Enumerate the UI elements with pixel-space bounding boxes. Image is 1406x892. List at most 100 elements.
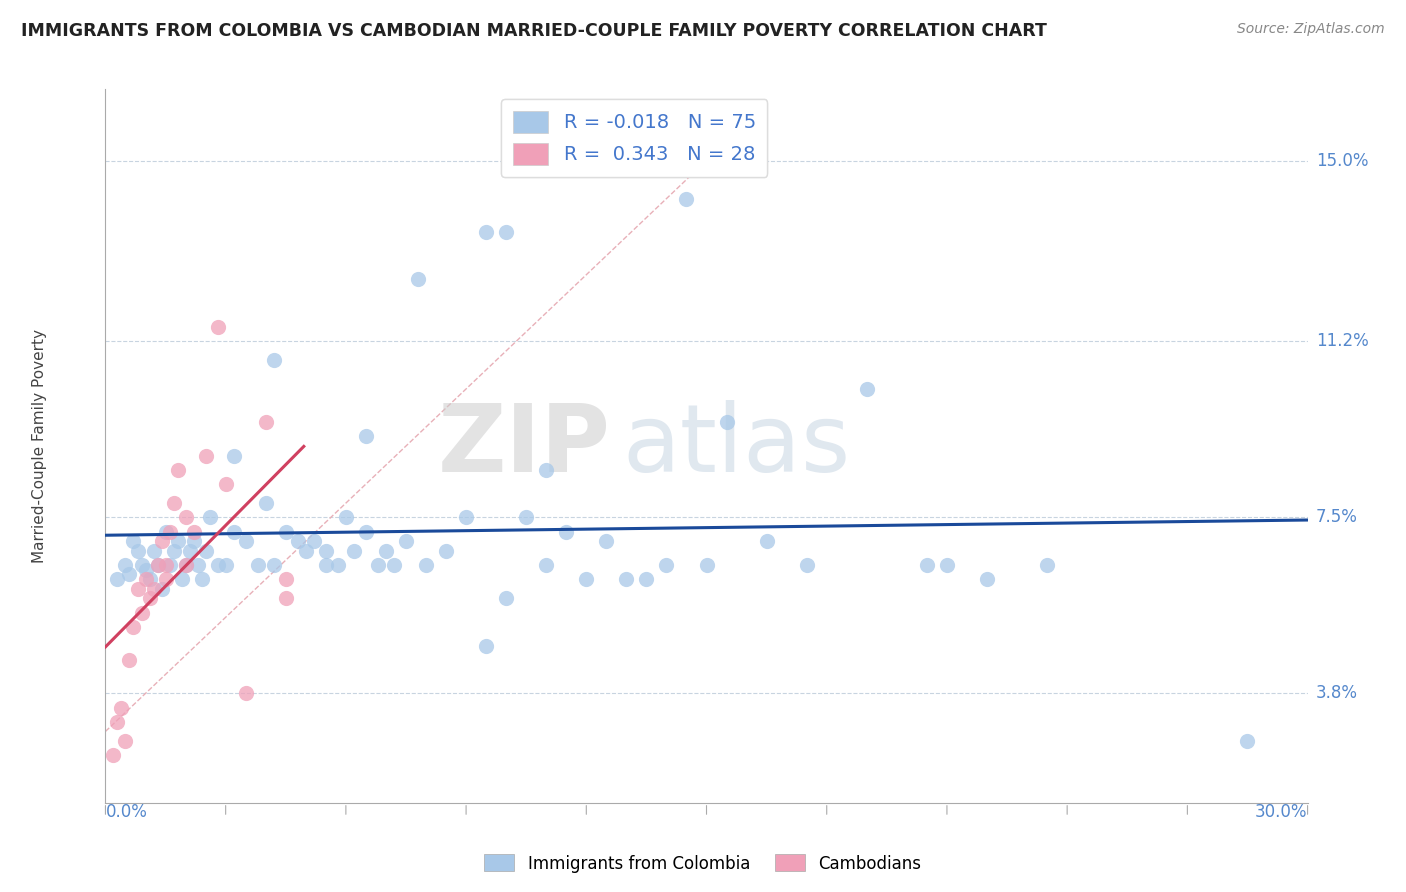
Point	[166, 534, 188, 549]
Point	[796, 558, 818, 572]
Point	[434, 543, 457, 558]
Point	[976, 572, 998, 586]
Point	[118, 567, 141, 582]
Point	[142, 582, 165, 596]
Point	[315, 558, 337, 572]
Point	[755, 534, 778, 549]
Point	[183, 534, 205, 549]
Point	[127, 582, 149, 596]
Point	[636, 572, 658, 586]
Point	[118, 653, 141, 667]
Point	[395, 534, 418, 549]
Text: 11.2%: 11.2%	[1316, 333, 1368, 351]
Point	[274, 572, 297, 586]
Point	[302, 534, 325, 549]
Text: atlas: atlas	[623, 400, 851, 492]
Point	[235, 534, 257, 549]
Point	[855, 382, 877, 396]
Point	[936, 558, 959, 572]
Point	[155, 558, 177, 572]
Text: 30.0%: 30.0%	[1256, 803, 1308, 821]
Point	[696, 558, 718, 572]
Point	[159, 558, 181, 572]
Point	[103, 748, 125, 763]
Point	[194, 543, 217, 558]
Point	[354, 429, 377, 443]
Point	[415, 558, 437, 572]
Point	[131, 558, 153, 572]
Point	[222, 449, 245, 463]
Point	[170, 572, 193, 586]
Point	[107, 714, 129, 729]
Point	[155, 572, 177, 586]
Point	[326, 558, 349, 572]
Point	[146, 558, 169, 572]
Point	[335, 510, 357, 524]
Point	[287, 534, 309, 549]
Point	[138, 572, 160, 586]
Text: 15.0%: 15.0%	[1316, 152, 1368, 169]
Point	[495, 225, 517, 239]
Point	[174, 558, 197, 572]
Point	[162, 496, 184, 510]
Point	[122, 620, 145, 634]
Point	[187, 558, 209, 572]
Point	[162, 543, 184, 558]
Point	[114, 734, 136, 748]
Point	[274, 524, 297, 539]
Text: IMMIGRANTS FROM COLOMBIA VS CAMBODIAN MARRIED-COUPLE FAMILY POVERTY CORRELATION : IMMIGRANTS FROM COLOMBIA VS CAMBODIAN MA…	[21, 22, 1047, 40]
Point	[254, 496, 277, 510]
Text: 7.5%: 7.5%	[1316, 508, 1358, 526]
Point	[246, 558, 269, 572]
Point	[534, 558, 557, 572]
Point	[131, 606, 153, 620]
Legend: Immigrants from Colombia, Cambodians: Immigrants from Colombia, Cambodians	[478, 847, 928, 880]
Point	[915, 558, 938, 572]
Point	[155, 524, 177, 539]
Point	[114, 558, 136, 572]
Point	[534, 463, 557, 477]
Point	[214, 558, 236, 572]
Point	[456, 510, 478, 524]
Point	[207, 558, 229, 572]
Text: Married-Couple Family Poverty: Married-Couple Family Poverty	[32, 329, 46, 563]
Point	[555, 524, 578, 539]
Point	[274, 591, 297, 606]
Text: 3.8%: 3.8%	[1316, 684, 1358, 702]
Point	[655, 558, 678, 572]
Point	[179, 543, 201, 558]
Point	[207, 320, 229, 334]
Point	[194, 449, 217, 463]
Point	[138, 591, 160, 606]
Point	[214, 477, 236, 491]
Point	[107, 572, 129, 586]
Point	[367, 558, 389, 572]
Point	[406, 272, 429, 286]
Point	[127, 543, 149, 558]
Point	[475, 225, 498, 239]
Point	[198, 510, 221, 524]
Point	[315, 543, 337, 558]
Point	[374, 543, 396, 558]
Point	[595, 534, 617, 549]
Text: ZIP: ZIP	[437, 400, 610, 492]
Point	[716, 415, 738, 429]
Point	[122, 534, 145, 549]
Text: 0.0%: 0.0%	[105, 803, 148, 821]
Point	[343, 543, 366, 558]
Point	[159, 524, 181, 539]
Text: Source: ZipAtlas.com: Source: ZipAtlas.com	[1237, 22, 1385, 37]
Point	[295, 543, 318, 558]
Point	[183, 524, 205, 539]
Point	[174, 510, 197, 524]
Point	[146, 558, 169, 572]
Point	[354, 524, 377, 539]
Point	[616, 572, 638, 586]
Point	[150, 582, 173, 596]
Legend: R = -0.018   N = 75, R =  0.343   N = 28: R = -0.018 N = 75, R = 0.343 N = 28	[502, 99, 768, 177]
Point	[382, 558, 405, 572]
Point	[575, 572, 598, 586]
Point	[1236, 734, 1258, 748]
Point	[235, 686, 257, 700]
Point	[174, 558, 197, 572]
